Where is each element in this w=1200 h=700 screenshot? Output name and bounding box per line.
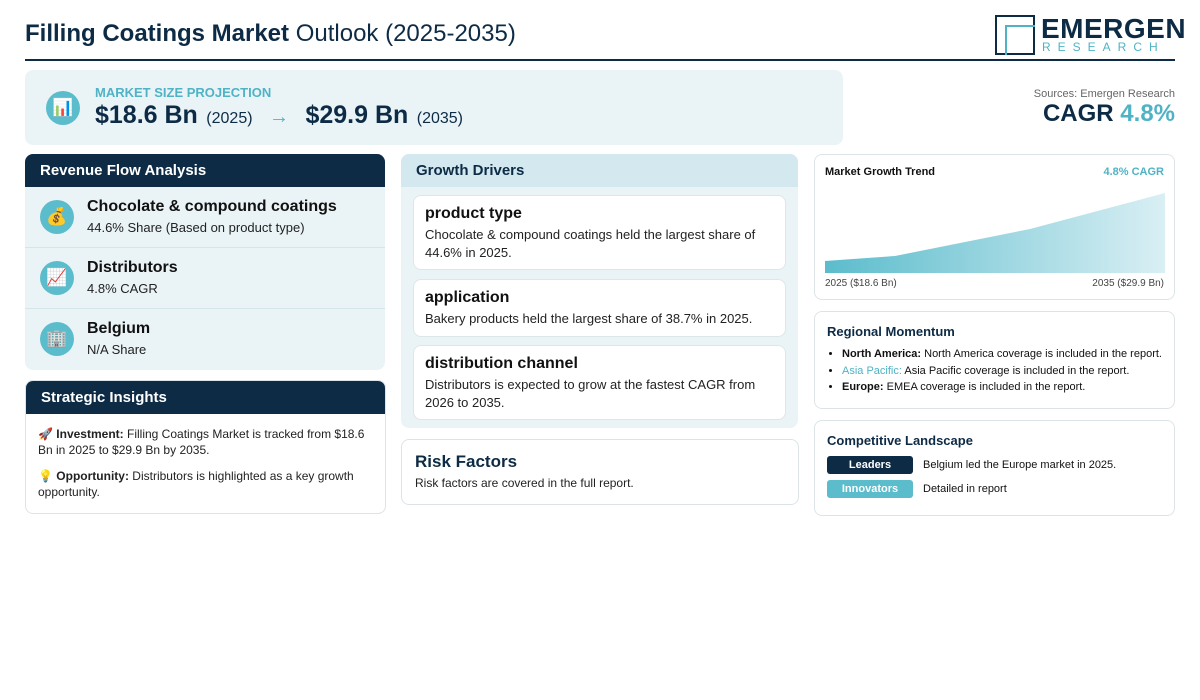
insight-label: Opportunity: [56,469,129,483]
title-rest: Outlook (2025-2035) [295,20,516,47]
end-value: $29.9 Bn [305,101,409,129]
logo-box [995,15,1035,55]
projection-label: MARKET SIZE PROJECTION [95,85,272,100]
driver-card: application Bakery products held the lar… [413,279,786,337]
revenue-item-subtitle: 4.8% CAGR [87,281,158,296]
revenue-item-subtitle: N/A Share [87,342,147,357]
region-item: Asia Pacific: Asia Pacific coverage is i… [842,363,1162,380]
revenue-icon: 💰 [40,200,74,234]
revenue-item: 📈 Distributors 4.8% CAGR [25,248,385,309]
revenue-icon: 🏢 [40,322,74,356]
risk-title: Risk Factors [415,452,518,471]
end-year: (2035) [416,110,463,127]
region-text: EMEA coverage is included in the report. [886,381,1086,393]
trend-panel: Market Growth Trend 4.8% CAGR 2025 ($18.… [814,154,1175,300]
logo-bottom: RESEARCH [1042,40,1165,54]
competitive-text: Detailed in report [923,483,1007,495]
strategic-panel: Strategic Insights 🚀 Investment: Filling… [25,380,386,514]
trend-badge: 4.8% CAGR [1103,166,1164,178]
revenue-icon: 📈 [40,261,74,295]
arrow: → [269,106,289,128]
driver-card: distribution channel Distributors is exp… [413,345,786,420]
revenue-item: 💰 Chocolate & compound coatings 44.6% Sh… [25,187,385,248]
trend-start: 2025 ($18.6 Bn) [825,278,897,289]
driver-title: application [425,289,510,306]
competitive-text: Belgium led the Europe market in 2025. [923,459,1117,471]
logo-top: EMERGEN [1041,13,1187,44]
insight-label: Investment: [56,427,124,441]
insight-icon: 🚀 [38,427,53,441]
revenue-item-title: Chocolate & compound coatings [87,198,337,215]
start-year: (2025) [206,110,253,127]
cagr-value: 4.8% [1120,100,1175,127]
cagr-label: CAGR [1042,100,1114,127]
risk-panel: Risk Factors Risk factors are covered in… [401,439,799,505]
growth-drivers-title: Growth Drivers [401,154,798,187]
driver-card: product type Chocolate & compound coatin… [413,195,786,270]
regional-title: Regional Momentum [827,324,955,339]
region-name: Asia Pacific: [842,364,902,377]
driver-text: Bakery products held the largest share o… [425,311,753,326]
cagr: CAGR 4.8% [1043,100,1175,128]
competitive-title: Competitive Landscape [827,433,973,448]
growth-drivers-panel: Growth Drivers product type Chocolate & … [401,154,798,428]
insight: 💡 Opportunity: Distributors is highlight… [38,468,373,500]
revenue-item: 🏢 Belgium N/A Share [25,309,385,370]
risk-text: Risk factors are covered in the full rep… [415,476,634,490]
title-bold: Filling Coatings Market [25,20,290,47]
revenue-flow-title: Revenue Flow Analysis [25,154,385,187]
regional-panel: Regional Momentum North America: North A… [814,311,1175,409]
insight-icon: 💡 [38,469,53,483]
trend-shape [825,193,1165,273]
start-value: $18.6 Bn [95,101,198,129]
insight-text: Filling Coatings Market is tracked from … [38,427,365,457]
projection-values: $18.6 Bn (2025) → $29.9 Bn (2035) [95,101,463,130]
insight-text: Distributors is highlighted as a key gro… [38,469,354,499]
region-item: North America: North America coverage is… [842,346,1162,363]
competitive-tag: Leaders [827,456,913,474]
source: Sources: Emergen Research [1033,88,1175,100]
regional-list: North America: North America coverage is… [815,346,1162,396]
trend-title: Market Growth Trend [825,166,936,178]
header-rule [25,59,1175,61]
competitive-panel: Competitive Landscape Leaders Belgium le… [814,420,1175,516]
insight: 🚀 Investment: Filling Coatings Market is… [38,426,373,458]
revenue-item-title: Distributors [87,259,178,276]
driver-title: product type [425,205,522,222]
region-text: North America coverage is included in th… [924,348,1162,360]
projection-icon: 📊 [46,91,80,125]
page-title: Filling Coatings Market Outlook (2025-20… [25,20,516,48]
revenue-flow-panel: Revenue Flow Analysis 💰 Chocolate & comp… [25,154,385,370]
region-name: Europe: [842,381,884,393]
competitive-tag: Innovators [827,480,913,498]
projection-panel: 📊 MARKET SIZE PROJECTION $18.6 Bn (2025)… [25,70,843,145]
driver-title: distribution channel [425,355,578,372]
driver-text: Chocolate & compound coatings held the l… [425,227,756,260]
revenue-item-subtitle: 44.6% Share (Based on product type) [87,220,305,235]
strategic-title: Strategic Insights [26,381,385,414]
trend-area [825,193,1165,273]
region-text: Asia Pacific coverage is included in the… [904,364,1130,377]
region-item: Europe: EMEA coverage is included in the… [842,379,1162,396]
revenue-item-title: Belgium [87,320,151,337]
trend-end: 2035 ($29.9 Bn) [1092,278,1164,289]
region-name: North America: [842,348,922,360]
driver-text: Distributors is expected to grow at the … [425,377,756,410]
